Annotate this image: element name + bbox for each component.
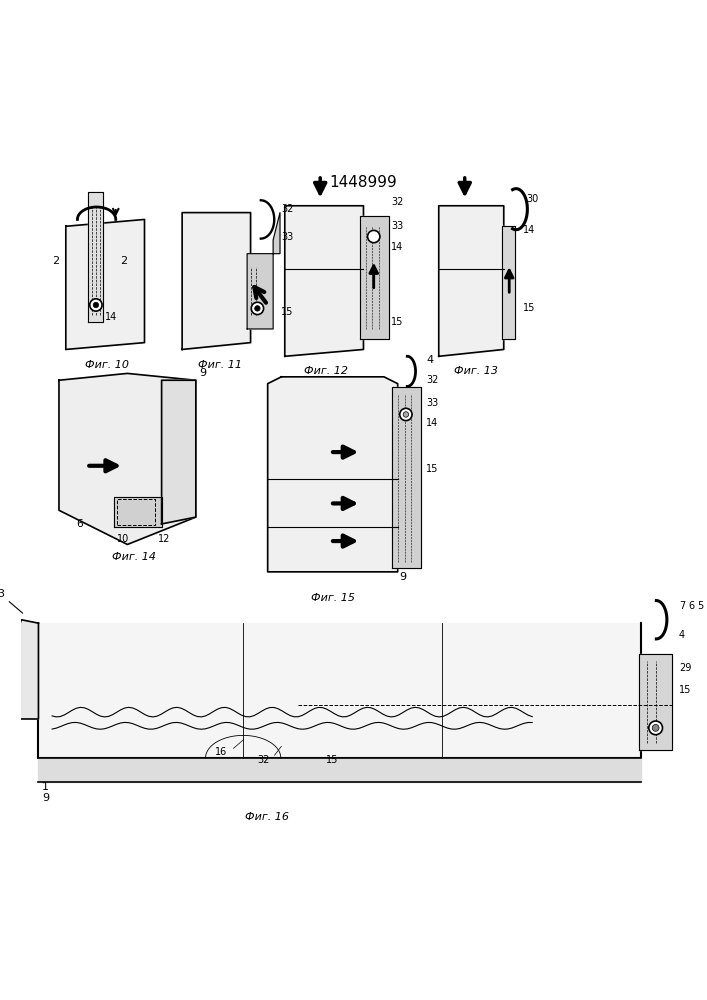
Text: 6: 6 [76, 519, 83, 529]
Text: 10: 10 [117, 534, 129, 544]
Polygon shape [439, 206, 504, 356]
Circle shape [90, 299, 102, 311]
Text: 1: 1 [42, 782, 49, 792]
Text: 4: 4 [679, 630, 685, 640]
Text: 9: 9 [199, 368, 206, 378]
Text: 15: 15 [679, 685, 691, 695]
Text: 2: 2 [52, 256, 59, 266]
Text: 6: 6 [689, 601, 695, 611]
Text: 15: 15 [281, 307, 293, 317]
Text: Фиг. 11: Фиг. 11 [198, 360, 242, 370]
Text: 32: 32 [257, 755, 270, 765]
Polygon shape [182, 213, 250, 349]
Polygon shape [6, 620, 38, 719]
Text: Фиг. 15: Фиг. 15 [310, 593, 355, 603]
Polygon shape [38, 623, 641, 758]
Text: 1448999: 1448999 [329, 175, 397, 190]
Polygon shape [360, 216, 389, 339]
Polygon shape [59, 373, 196, 544]
Text: 32: 32 [281, 204, 293, 214]
Text: 32: 32 [391, 197, 403, 207]
Text: 14: 14 [391, 242, 403, 252]
Text: 2: 2 [121, 256, 128, 266]
Text: Фиг. 12: Фиг. 12 [304, 366, 348, 376]
Text: 15: 15 [426, 464, 439, 474]
Polygon shape [38, 758, 641, 782]
Text: 15: 15 [391, 317, 403, 327]
Text: 3: 3 [0, 589, 23, 613]
Text: 16: 16 [215, 747, 227, 757]
Circle shape [653, 724, 659, 731]
Text: 14: 14 [523, 225, 535, 235]
Circle shape [255, 306, 260, 311]
Text: 33: 33 [426, 398, 438, 408]
Text: 15: 15 [326, 755, 338, 765]
Circle shape [251, 302, 264, 315]
Text: 14: 14 [105, 312, 117, 322]
Polygon shape [285, 206, 363, 356]
Text: 4: 4 [426, 355, 433, 365]
Circle shape [368, 230, 380, 243]
Polygon shape [66, 219, 144, 349]
Text: 33: 33 [281, 232, 293, 242]
Polygon shape [503, 226, 515, 339]
Circle shape [403, 412, 409, 417]
Text: 15: 15 [523, 303, 535, 313]
Polygon shape [247, 213, 280, 329]
Text: Фиг. 10: Фиг. 10 [85, 360, 129, 370]
Text: Фиг. 16: Фиг. 16 [245, 812, 289, 822]
Polygon shape [639, 654, 672, 750]
Circle shape [399, 408, 412, 421]
Text: 32: 32 [426, 375, 439, 385]
Text: 9: 9 [399, 572, 407, 582]
Text: 12: 12 [158, 534, 170, 544]
Polygon shape [392, 387, 421, 568]
Text: 30: 30 [526, 194, 539, 204]
Text: 7: 7 [679, 601, 685, 611]
Text: 5: 5 [697, 601, 703, 611]
Text: 29: 29 [679, 663, 691, 673]
Polygon shape [114, 497, 162, 527]
Text: 14: 14 [426, 418, 438, 428]
Circle shape [649, 721, 662, 735]
Polygon shape [162, 380, 196, 524]
Polygon shape [268, 377, 397, 572]
Circle shape [93, 302, 99, 308]
Text: 33: 33 [391, 221, 403, 231]
Text: 9: 9 [42, 793, 49, 803]
Polygon shape [88, 192, 103, 322]
Text: Фиг. 14: Фиг. 14 [112, 552, 156, 562]
Text: Фиг. 13: Фиг. 13 [455, 366, 498, 376]
